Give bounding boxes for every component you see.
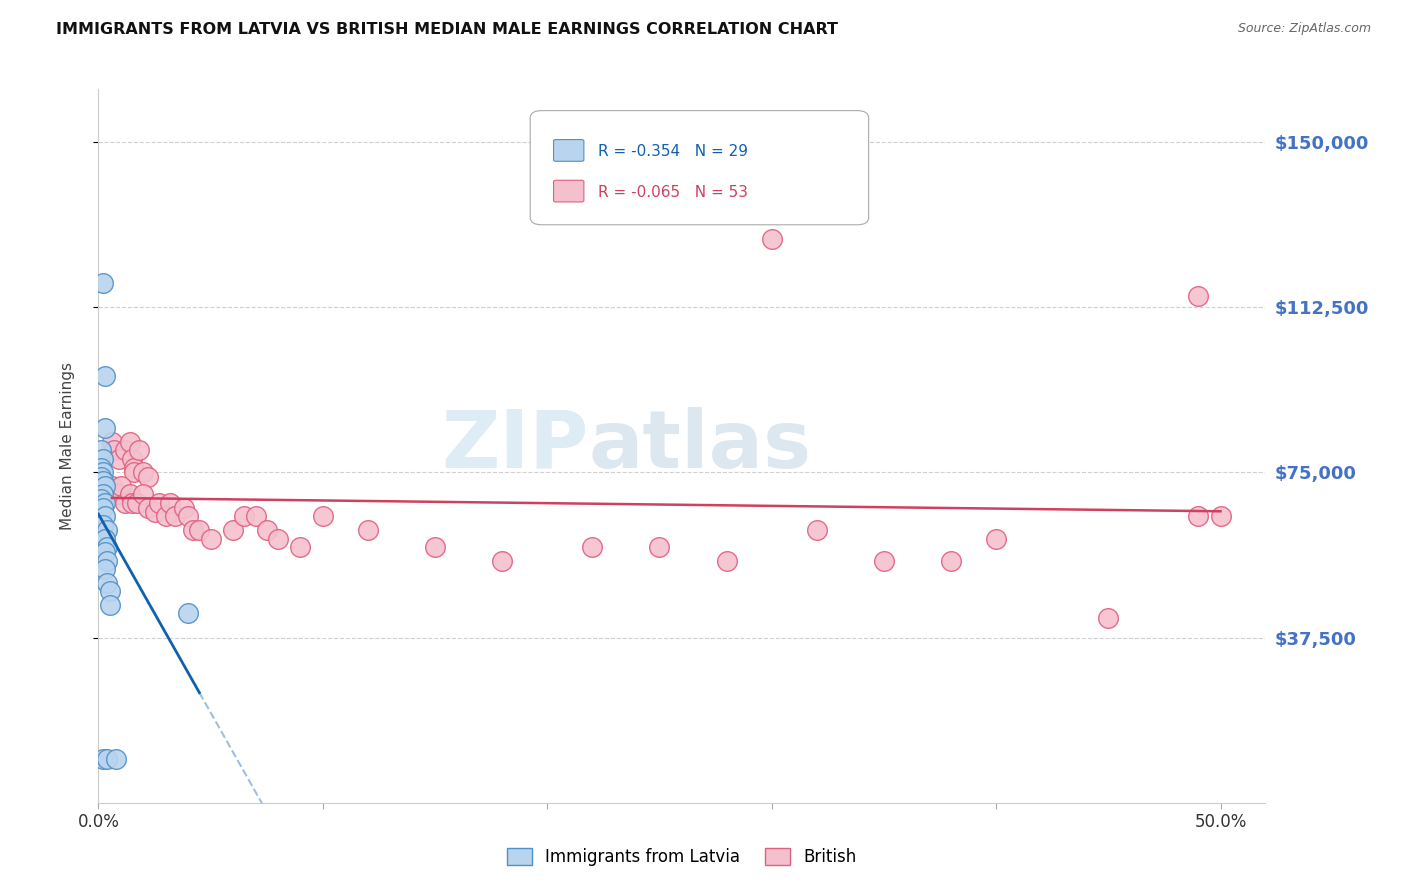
Point <box>91 452 114 467</box>
Point <box>136 500 159 515</box>
Point <box>94 509 117 524</box>
Point <box>222 523 245 537</box>
Point <box>107 452 129 467</box>
Point <box>491 553 513 567</box>
Point <box>96 553 118 567</box>
Point <box>256 523 278 537</box>
Text: R = -0.354   N = 29: R = -0.354 N = 29 <box>598 145 748 160</box>
Point <box>716 553 738 567</box>
Point <box>873 553 896 567</box>
Point <box>177 607 200 621</box>
Point <box>96 575 118 590</box>
Point <box>188 523 211 537</box>
Text: atlas: atlas <box>589 407 811 485</box>
FancyBboxPatch shape <box>554 180 583 202</box>
Point <box>121 452 143 467</box>
Point <box>94 496 117 510</box>
Legend: Immigrants from Latvia, British: Immigrants from Latvia, British <box>501 841 863 873</box>
Point <box>1097 611 1119 625</box>
Point <box>91 475 114 489</box>
Point <box>159 496 181 510</box>
Point <box>96 541 118 555</box>
Point <box>124 461 146 475</box>
Point <box>1209 509 1232 524</box>
Point <box>163 509 186 524</box>
Point <box>91 276 114 290</box>
Point <box>200 532 222 546</box>
Point <box>148 496 170 510</box>
Point <box>121 496 143 510</box>
Point <box>90 470 112 484</box>
Point <box>173 500 195 515</box>
Point <box>90 443 112 458</box>
Point <box>91 500 114 515</box>
Point <box>114 443 136 458</box>
Point <box>125 496 148 510</box>
Text: R = -0.065   N = 53: R = -0.065 N = 53 <box>598 186 748 200</box>
Text: IMMIGRANTS FROM LATVIA VS BRITISH MEDIAN MALE EARNINGS CORRELATION CHART: IMMIGRANTS FROM LATVIA VS BRITISH MEDIAN… <box>56 22 838 37</box>
Point <box>98 584 121 599</box>
Point <box>290 541 312 555</box>
Point <box>357 523 380 537</box>
Point <box>761 232 783 246</box>
Point <box>118 487 141 501</box>
Point <box>90 491 112 506</box>
Point <box>128 443 150 458</box>
Point <box>132 487 155 501</box>
Point <box>181 523 204 537</box>
Point <box>132 466 155 480</box>
Point <box>114 496 136 510</box>
Point <box>94 478 117 492</box>
Point <box>177 509 200 524</box>
Text: Source: ZipAtlas.com: Source: ZipAtlas.com <box>1237 22 1371 36</box>
Point <box>105 752 128 766</box>
Point <box>94 421 117 435</box>
Point <box>105 487 128 501</box>
Point <box>233 509 256 524</box>
Point <box>101 434 124 449</box>
Point <box>107 487 129 501</box>
Point <box>136 470 159 484</box>
Point <box>941 553 963 567</box>
Point <box>101 478 124 492</box>
Text: ZIP: ZIP <box>441 407 589 485</box>
Point <box>118 434 141 449</box>
Point <box>90 461 112 475</box>
Point <box>91 487 114 501</box>
Point <box>94 562 117 576</box>
Point <box>267 532 290 546</box>
Point <box>91 466 114 480</box>
Point <box>245 509 267 524</box>
Point <box>110 478 132 492</box>
Y-axis label: Median Male Earnings: Median Male Earnings <box>60 362 75 530</box>
FancyBboxPatch shape <box>554 139 583 161</box>
Point <box>94 532 117 546</box>
Point <box>1187 509 1209 524</box>
Point <box>96 523 118 537</box>
Point <box>94 368 117 383</box>
Point <box>581 541 603 555</box>
Point <box>1187 289 1209 303</box>
Point <box>984 532 1007 546</box>
Point <box>98 598 121 612</box>
Point <box>124 466 146 480</box>
Point <box>143 505 166 519</box>
Point <box>91 518 114 533</box>
FancyBboxPatch shape <box>530 111 869 225</box>
Point <box>423 541 446 555</box>
Point <box>155 509 177 524</box>
Point <box>806 523 828 537</box>
Point <box>648 541 671 555</box>
Point <box>312 509 335 524</box>
Point <box>103 443 125 458</box>
Point <box>91 752 114 766</box>
Point <box>94 545 117 559</box>
Point <box>96 752 118 766</box>
